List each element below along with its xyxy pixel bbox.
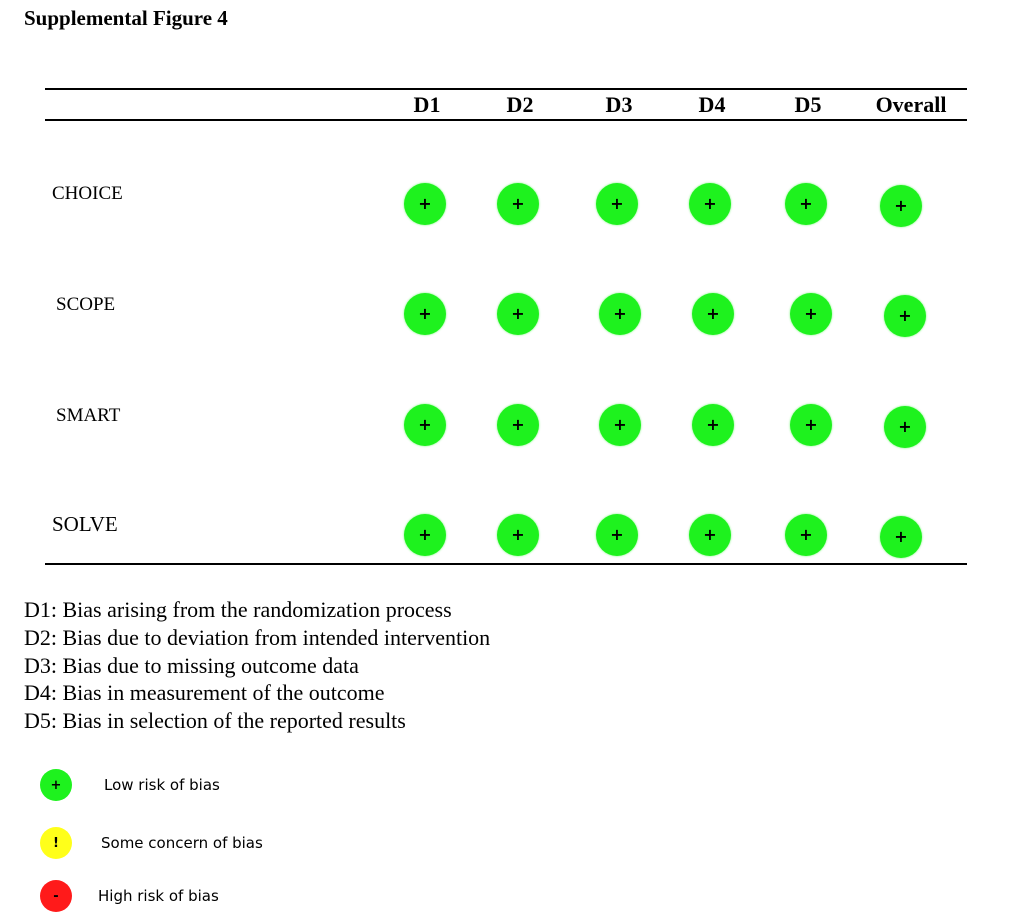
judgement-choice-d3: + <box>596 183 638 225</box>
legend-symbol-some: ! <box>53 835 59 851</box>
legend-item-some: ! Some concern of bias <box>40 827 263 859</box>
judgement-symbol: + <box>799 194 813 213</box>
judgement-symbol: + <box>804 304 818 323</box>
judgement-scope-d1: + <box>404 293 446 335</box>
definition-d4: D4: Bias in measurement of the outcome <box>24 680 385 706</box>
column-header-overall: Overall <box>875 92 947 117</box>
table-top-rule <box>45 88 967 90</box>
judgement-symbol: + <box>418 525 432 544</box>
judgement-solve-d2: + <box>497 514 539 556</box>
definition-d5: D5: Bias in selection of the reported re… <box>24 708 406 734</box>
judgement-choice-d4: + <box>689 183 731 225</box>
column-header-d5: D5 <box>794 92 822 117</box>
judgement-symbol: + <box>804 415 818 434</box>
judgement-symbol: + <box>610 194 624 213</box>
judgement-symbol: + <box>511 525 525 544</box>
judgement-symbol: + <box>898 306 912 325</box>
judgement-smart-d2: + <box>497 404 539 446</box>
judgement-choice-d1: + <box>404 183 446 225</box>
judgement-symbol: + <box>613 304 627 323</box>
judgement-choice-d5: + <box>785 183 827 225</box>
figure-title: Supplemental Figure 4 <box>24 6 228 30</box>
legend-symbol-high: - <box>53 888 59 904</box>
legend-label-high: High risk of bias <box>98 887 219 905</box>
high-risk-icon: - <box>40 880 72 912</box>
judgement-choice-d2: + <box>497 183 539 225</box>
table-bottom-rule <box>45 563 967 565</box>
judgement-symbol: + <box>894 196 908 215</box>
judgement-symbol: + <box>706 304 720 323</box>
judgement-smart-overall: + <box>884 406 926 448</box>
judgement-solve-d4: + <box>689 514 731 556</box>
judgement-scope-overall: + <box>884 295 926 337</box>
row-label-smart: SMART <box>56 405 121 426</box>
column-header-d1: D1 <box>413 92 441 117</box>
judgement-solve-d5: + <box>785 514 827 556</box>
low-risk-icon: + <box>40 769 72 801</box>
judgement-choice-overall: + <box>880 185 922 227</box>
row-label-solve: SOLVE <box>52 512 118 536</box>
domain-definitions: D1: Bias arising from the randomization … <box>24 596 490 735</box>
column-header-d4: D4 <box>698 92 726 117</box>
judgement-symbol: + <box>894 527 908 546</box>
definition-d3: D3: Bias due to missing outcome data <box>24 652 359 678</box>
judgement-scope-d5: + <box>790 293 832 335</box>
judgement-symbol: + <box>706 415 720 434</box>
judgement-symbol: + <box>613 415 627 434</box>
judgement-smart-d4: + <box>692 404 734 446</box>
row-label-scope: SCOPE <box>56 294 116 315</box>
judgement-symbol: + <box>703 194 717 213</box>
judgement-smart-d5: + <box>790 404 832 446</box>
judgement-symbol: + <box>511 194 525 213</box>
some-concern-icon: ! <box>40 827 72 859</box>
table-header-rule <box>45 119 967 121</box>
legend-label-some: Some concern of bias <box>101 834 263 852</box>
column-header-d2: D2 <box>506 92 534 117</box>
judgement-scope-d3: + <box>599 293 641 335</box>
judgement-solve-overall: + <box>880 516 922 558</box>
judgement-smart-d3: + <box>599 404 641 446</box>
judgement-symbol: + <box>703 525 717 544</box>
judgement-symbol: + <box>418 415 432 434</box>
judgement-solve-d3: + <box>596 514 638 556</box>
judgement-symbol: + <box>799 525 813 544</box>
legend-item-low: + Low risk of bias <box>40 769 220 801</box>
judgement-symbol: + <box>898 417 912 436</box>
judgement-symbol: + <box>511 304 525 323</box>
judgement-symbol: + <box>418 194 432 213</box>
judgement-solve-d1: + <box>404 514 446 556</box>
column-header-d3: D3 <box>605 92 633 117</box>
legend-symbol-low: + <box>50 777 62 793</box>
legend-item-high: - High risk of bias <box>40 880 219 912</box>
judgement-symbol: + <box>511 415 525 434</box>
row-label-choice: CHOICE <box>52 183 123 204</box>
judgement-scope-d4: + <box>692 293 734 335</box>
judgement-scope-d2: + <box>497 293 539 335</box>
definition-d2: D2: Bias due to deviation from intended … <box>24 624 491 650</box>
definition-d1: D1: Bias arising from the randomization … <box>24 597 452 622</box>
judgement-symbol: + <box>610 525 624 544</box>
legend-label-low: Low risk of bias <box>104 776 220 794</box>
judgement-smart-d1: + <box>404 404 446 446</box>
judgement-symbol: + <box>418 304 432 323</box>
